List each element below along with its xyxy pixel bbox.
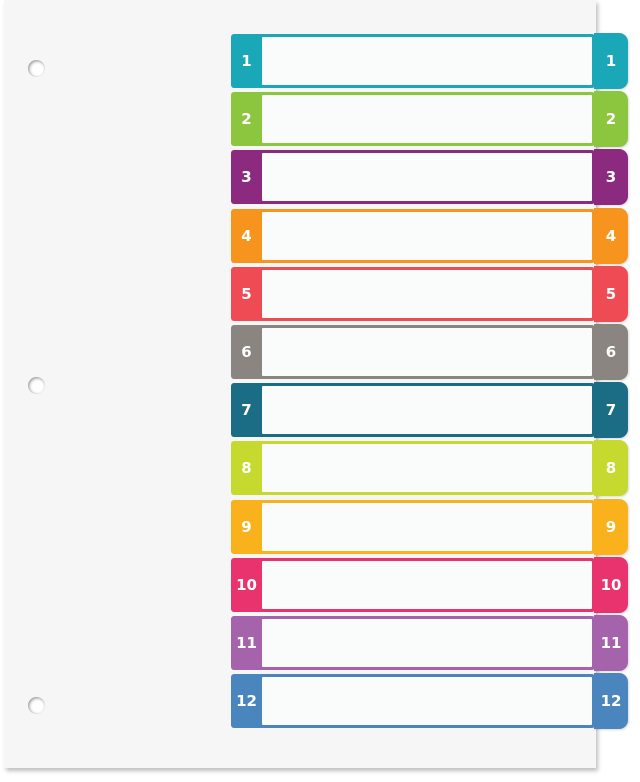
toc-row-number: 4 <box>241 226 252 245</box>
toc-row: 4 <box>231 208 595 263</box>
punch-hole <box>28 60 45 77</box>
divider-tab-8[interactable]: 8 <box>594 440 628 497</box>
divider-tab-11[interactable]: 11 <box>594 615 628 671</box>
divider-tab-12[interactable]: 12 <box>594 673 628 730</box>
toc-entry-field[interactable] <box>262 211 592 260</box>
divider-tab-2[interactable]: 2 <box>594 91 628 148</box>
toc-entry-field[interactable] <box>262 677 592 726</box>
toc-row: 1 <box>231 34 595 88</box>
punch-hole <box>28 377 45 394</box>
divider-tab-10[interactable]: 10 <box>594 556 628 613</box>
toc-row-number: 2 <box>241 110 252 129</box>
toc-row-number: 5 <box>241 284 252 303</box>
toc-row-number: 8 <box>241 459 252 478</box>
toc-row-number: 1 <box>241 52 252 70</box>
toc-row: 3 <box>231 150 595 205</box>
divider-tab-3[interactable]: 3 <box>594 149 628 206</box>
divider-tab-1[interactable]: 1 <box>594 33 628 89</box>
toc-row-number: 9 <box>241 517 252 536</box>
toc-entry-field[interactable] <box>262 560 592 609</box>
toc-row: 10 <box>231 557 595 612</box>
toc-entry-field[interactable] <box>262 386 592 435</box>
toc-row-number: 12 <box>236 692 257 711</box>
toc-row-number: 3 <box>241 168 252 187</box>
punch-hole <box>28 697 45 714</box>
toc-entry-field[interactable] <box>262 502 592 551</box>
toc-row: 8 <box>231 441 595 496</box>
toc-row: 7 <box>231 383 595 438</box>
toc-entry-field[interactable] <box>262 444 592 493</box>
toc-row: 12 <box>231 674 595 729</box>
divider-tab-6[interactable]: 6 <box>594 324 628 380</box>
toc-entry-field[interactable] <box>262 269 592 318</box>
divider-tab-9[interactable]: 9 <box>594 498 628 555</box>
toc-entry-field[interactable] <box>262 37 592 85</box>
divider-tab-4[interactable]: 4 <box>594 207 628 264</box>
toc-entry-field[interactable] <box>262 619 592 667</box>
toc-entry-field[interactable] <box>262 328 592 376</box>
toc-row-number: 10 <box>236 575 257 594</box>
toc-row: 6 <box>231 325 595 379</box>
toc-entry-field[interactable] <box>262 95 592 144</box>
toc-row-number: 11 <box>236 634 257 652</box>
toc-row: 2 <box>231 92 595 147</box>
toc-row-number: 6 <box>241 343 252 361</box>
divider-tab-7[interactable]: 7 <box>594 382 628 439</box>
toc-row: 9 <box>231 499 595 554</box>
divider-tab-5[interactable]: 5 <box>594 265 628 322</box>
toc-entry-field[interactable] <box>262 153 592 202</box>
toc-row: 5 <box>231 266 595 321</box>
toc-row: 11 <box>231 616 595 670</box>
toc-row-number: 7 <box>241 401 252 420</box>
